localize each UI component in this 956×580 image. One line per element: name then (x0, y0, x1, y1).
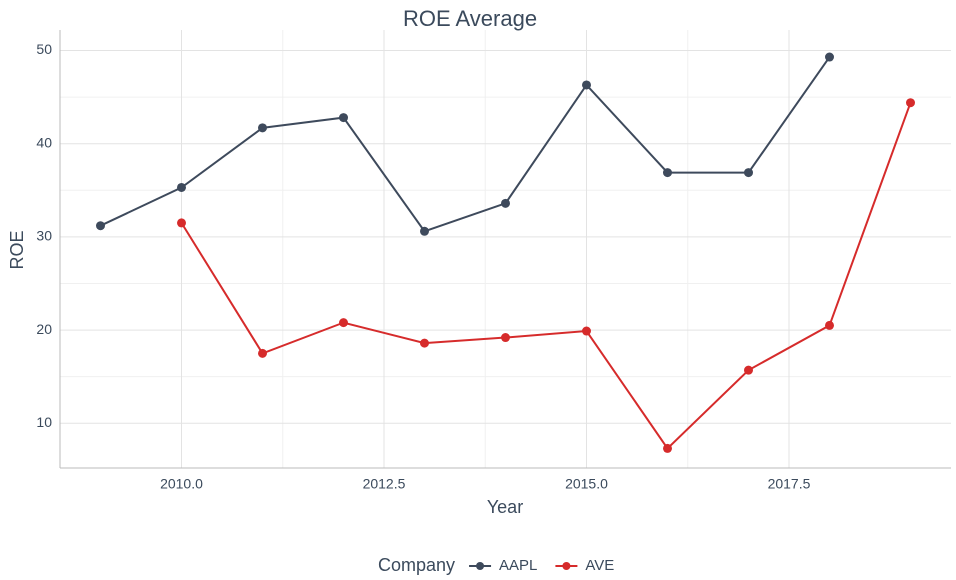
data-point (663, 168, 672, 178)
legend-title: Company (378, 555, 455, 575)
data-point (663, 443, 672, 453)
legend-label: AVE (585, 557, 614, 574)
x-tick-label: 2010.0 (160, 476, 203, 492)
x-axis-label: Year (487, 497, 523, 517)
data-point (744, 168, 753, 178)
data-point (420, 226, 429, 236)
x-tick-label: 2015.0 (565, 476, 608, 492)
data-point (420, 338, 429, 348)
y-tick-label: 30 (36, 228, 52, 244)
x-tick-label: 2017.5 (768, 476, 811, 492)
legend-label: AAPL (499, 557, 537, 574)
data-point (339, 318, 348, 328)
legend-swatch-point (562, 562, 571, 570)
series-line (100, 56, 831, 233)
data-point (258, 123, 267, 133)
data-point (825, 52, 834, 62)
y-tick-label: 10 (36, 414, 52, 430)
data-point (582, 326, 591, 336)
y-tick-label: 50 (36, 41, 52, 57)
y-tick-label: 40 (36, 134, 52, 150)
data-point (339, 113, 348, 123)
y-tick-label: 20 (36, 321, 52, 337)
data-point (177, 182, 186, 192)
y-axis-label: ROE (7, 230, 27, 269)
data-point (96, 221, 105, 231)
series-line (180, 102, 912, 450)
data-point (906, 98, 915, 108)
data-point (501, 333, 510, 343)
chart-title: ROE Average (403, 6, 537, 31)
data-point (177, 218, 186, 228)
data-point (825, 320, 834, 330)
data-point (258, 348, 267, 358)
data-point (744, 365, 753, 375)
x-tick-label: 2012.5 (363, 476, 406, 492)
legend-swatch-point (476, 562, 485, 570)
data-point (501, 198, 510, 208)
data-point (582, 80, 591, 90)
